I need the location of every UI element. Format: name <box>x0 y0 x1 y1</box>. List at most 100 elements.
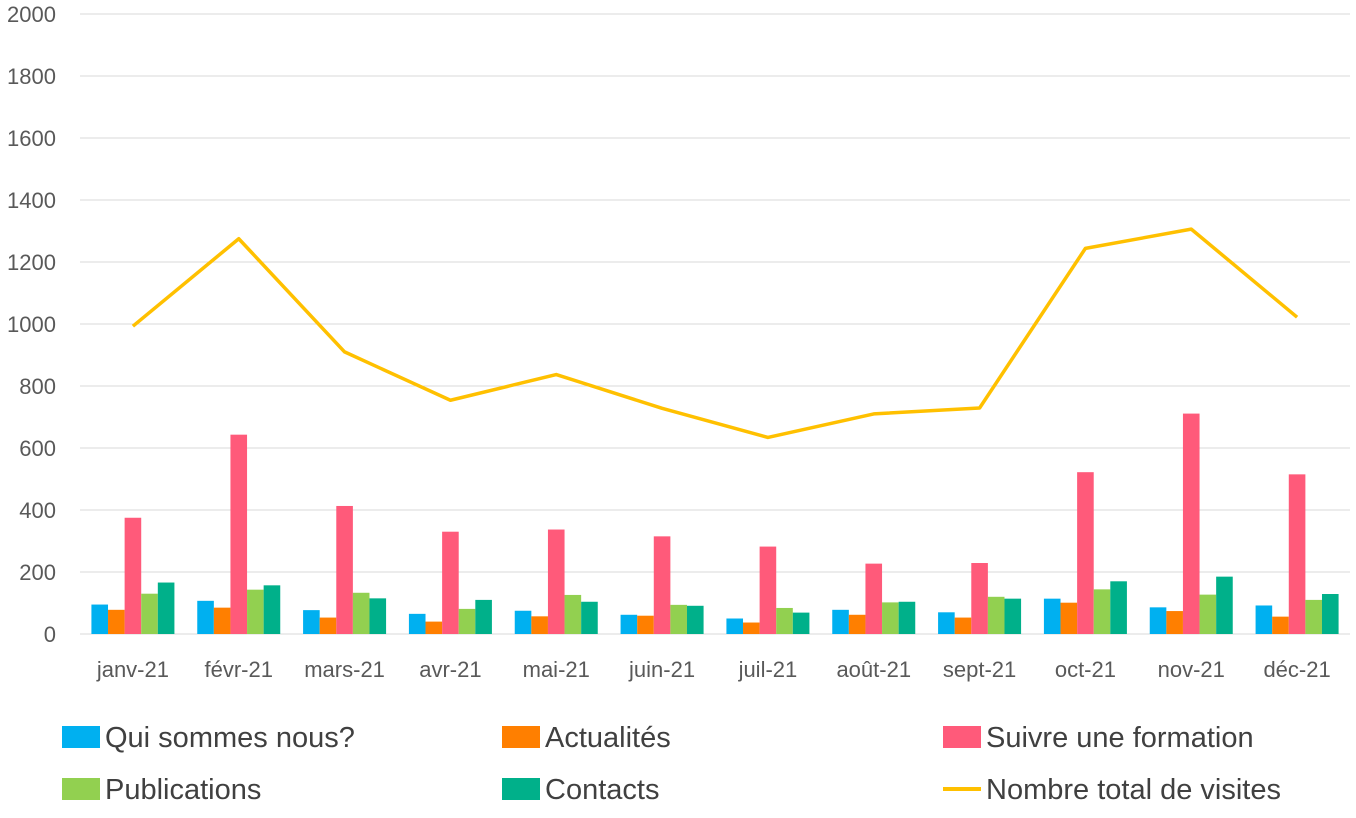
bar <box>475 599 492 634</box>
bar <box>514 610 532 634</box>
x-tick-label: oct-21 <box>1055 657 1116 682</box>
bar <box>1182 413 1200 634</box>
bar <box>141 593 158 634</box>
x-tick-label: mai-21 <box>523 657 590 682</box>
bar <box>637 615 654 634</box>
bar <box>230 434 248 634</box>
gridlines <box>80 13 1350 635</box>
bar <box>303 610 320 634</box>
bar <box>124 517 142 634</box>
bar <box>336 505 353 634</box>
legend-swatch <box>62 726 100 748</box>
bar <box>1004 598 1022 634</box>
bar <box>197 600 214 634</box>
bar <box>954 617 972 634</box>
bar <box>442 531 459 634</box>
y-tick-label: 1800 <box>7 64 56 89</box>
y-tick-label: 200 <box>19 560 56 585</box>
x-tick-label: avr-21 <box>419 657 481 682</box>
bar <box>1149 607 1167 634</box>
legend-swatch <box>62 778 100 800</box>
x-tick-label: nov-21 <box>1158 657 1225 682</box>
bar <box>971 563 988 634</box>
bar <box>1110 581 1127 634</box>
legend-swatch <box>943 726 981 748</box>
bar <box>832 609 849 634</box>
bar <box>108 609 125 634</box>
legend-label: Nombre total de visites <box>986 774 1281 806</box>
bar <box>369 598 387 634</box>
y-tick-label: 400 <box>19 498 56 523</box>
y-tick-label: 1200 <box>7 250 56 275</box>
legend-swatch <box>502 726 540 748</box>
bar <box>1060 602 1078 634</box>
bar <box>91 604 109 634</box>
x-tick-label: mars-21 <box>304 657 385 682</box>
x-tick-label: juin-21 <box>628 657 695 682</box>
bar <box>1077 472 1094 634</box>
bar <box>743 622 760 634</box>
legend-label: Contacts <box>545 774 659 806</box>
bar <box>247 589 264 634</box>
bar <box>1093 589 1111 634</box>
y-tick-label: 800 <box>19 374 56 399</box>
bar <box>792 612 810 634</box>
bar <box>531 616 548 634</box>
bar <box>263 585 281 634</box>
bar <box>408 613 426 634</box>
legend-label: Qui sommes nous? <box>105 722 355 754</box>
bar <box>213 607 231 634</box>
bar <box>1305 599 1322 634</box>
bar <box>848 614 866 634</box>
bar <box>865 563 883 634</box>
bar <box>547 529 565 634</box>
x-tick-label: déc-21 <box>1263 657 1330 682</box>
bar <box>670 604 687 634</box>
bars <box>91 413 1339 634</box>
bar <box>882 602 899 634</box>
y-axis: 0 200 400 600 800 1000 1200 1400 1600 1800 2000 <box>7 2 56 647</box>
bar <box>1216 576 1233 634</box>
bar <box>686 605 704 634</box>
bar <box>1166 611 1183 634</box>
x-tick-label: sept-21 <box>943 657 1016 682</box>
bar <box>776 607 793 634</box>
x-tick-label: févr-21 <box>205 657 273 682</box>
bar <box>726 618 744 634</box>
bar <box>1288 474 1306 634</box>
bar <box>620 614 638 634</box>
bar <box>898 601 916 634</box>
bar <box>938 612 955 634</box>
bar <box>157 582 175 634</box>
series-line <box>131 227 1299 440</box>
bar <box>1043 598 1061 634</box>
y-tick-label: 600 <box>19 436 56 461</box>
y-tick-label: 0 <box>44 622 56 647</box>
legend-label: Actualités <box>545 722 671 754</box>
y-tick-label: 1600 <box>7 126 56 151</box>
legend: Qui sommes nous? Actualités Suivre une for… <box>62 722 1281 806</box>
bar <box>425 621 443 634</box>
x-tick-label: août-21 <box>836 657 911 682</box>
bar <box>352 592 370 634</box>
total-visits-line-group <box>131 227 1299 440</box>
bar <box>581 601 598 634</box>
y-tick-label: 2000 <box>7 2 56 27</box>
bar <box>319 617 337 634</box>
legend-swatch <box>502 778 540 800</box>
y-tick-label: 1400 <box>7 188 56 213</box>
legend-label: Publications <box>105 774 261 806</box>
y-tick-label: 1000 <box>7 312 56 337</box>
bar <box>653 536 671 634</box>
x-axis: janv-21 févr-21 mars-21 avr-21 mai-21 juin-21… <box>96 657 1331 682</box>
bar <box>1272 616 1289 634</box>
bar <box>759 546 777 634</box>
bar <box>458 608 476 634</box>
x-tick-label: janv-21 <box>96 657 169 682</box>
bar <box>1255 605 1273 634</box>
bar <box>987 596 1005 634</box>
bar <box>564 594 582 634</box>
bar <box>1199 594 1217 634</box>
bar <box>1321 594 1339 634</box>
